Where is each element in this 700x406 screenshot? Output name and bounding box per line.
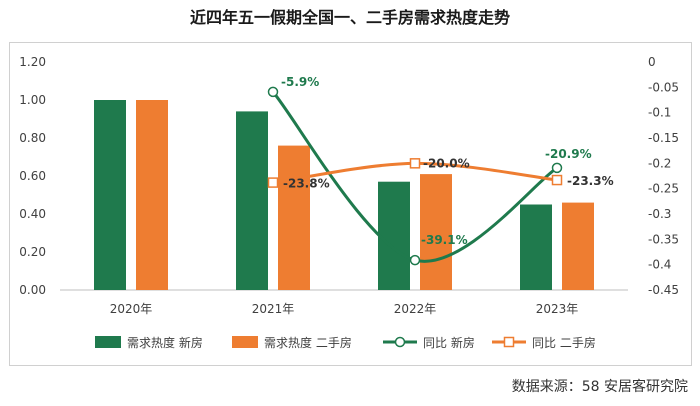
- y-right-tick-label: -0.45: [648, 283, 679, 297]
- y-right-tick-label: -0.4: [648, 258, 671, 272]
- y-left-tick-label: 0.60: [19, 169, 46, 183]
- bar-second-hand-2: [420, 174, 452, 290]
- y-left-tick-label: 0.00: [19, 283, 46, 297]
- y-right-tick-label: -0.15: [648, 131, 679, 145]
- point-yoy-new-home-3: [551, 162, 563, 174]
- data-label-yoy-new-home-1: -5.9%: [281, 75, 319, 89]
- data-label-yoy-new-home-2: -39.1%: [421, 233, 468, 247]
- y-left-tick-label: 0.40: [19, 207, 46, 221]
- legend-marker-3: [503, 336, 515, 348]
- point-yoy-second-hand-1: [267, 177, 279, 188]
- y-right-tick-label: -0.05: [648, 80, 679, 94]
- point-yoy-new-home-1: [267, 86, 279, 98]
- legend-label-2: 同比 新房: [423, 335, 475, 350]
- legend-label-0: 需求热度 新房: [127, 335, 203, 350]
- y-right-tick-label: -0.35: [648, 232, 679, 246]
- source-note: 数据来源：58 安居客研究院: [511, 379, 688, 395]
- data-label-yoy-second-hand-1: -23.8%: [283, 177, 330, 191]
- bar-new-home-1: [236, 111, 268, 291]
- point-yoy-second-hand-3: [551, 174, 563, 186]
- point-yoy-new-home-2: [409, 254, 421, 266]
- x-tick-label: 2022年: [394, 302, 437, 316]
- data-label-yoy-new-home-3: -20.9%: [545, 147, 592, 161]
- chart-title: 近四年五一假期全国一、二手房需求热度走势: [189, 8, 510, 27]
- bar-second-hand-1: [278, 145, 310, 290]
- x-tick-label: 2023年: [536, 302, 579, 316]
- chart-frame: [9, 42, 692, 366]
- legend-label-3: 同比 二手房: [532, 335, 596, 350]
- y-right-tick-label: 0: [648, 55, 656, 69]
- y-right-tick-label: -0.25: [648, 182, 679, 196]
- y-right-tick-label: -0.3: [648, 207, 671, 221]
- data-label-yoy-second-hand-2: -20.0%: [423, 156, 470, 170]
- x-tick-label: 2021年: [252, 302, 295, 316]
- y-left-tick-label: 1.00: [19, 93, 46, 107]
- bar-new-home-2: [378, 181, 410, 290]
- y-left-tick-label: 0.80: [19, 131, 46, 145]
- y-left-tick-label: 1.20: [19, 55, 46, 69]
- bar-second-hand-3: [562, 202, 594, 290]
- data-label-yoy-second-hand-3: -23.3%: [567, 174, 614, 188]
- bar-new-home-0: [94, 100, 126, 290]
- legend-label-1: 需求热度 二手房: [264, 335, 352, 350]
- y-right-tick-label: -0.1: [648, 106, 671, 120]
- y-left-tick-label: 0.20: [19, 245, 46, 259]
- legend-swatch-0: [95, 336, 121, 348]
- legend-swatch-1: [232, 336, 258, 348]
- bar-second-hand-0: [136, 100, 168, 290]
- point-yoy-second-hand-2: [409, 158, 421, 169]
- legend-marker-2: [394, 336, 406, 348]
- x-tick-label: 2020年: [110, 302, 153, 316]
- bar-new-home-3: [520, 204, 552, 290]
- y-right-tick-label: -0.2: [648, 156, 671, 170]
